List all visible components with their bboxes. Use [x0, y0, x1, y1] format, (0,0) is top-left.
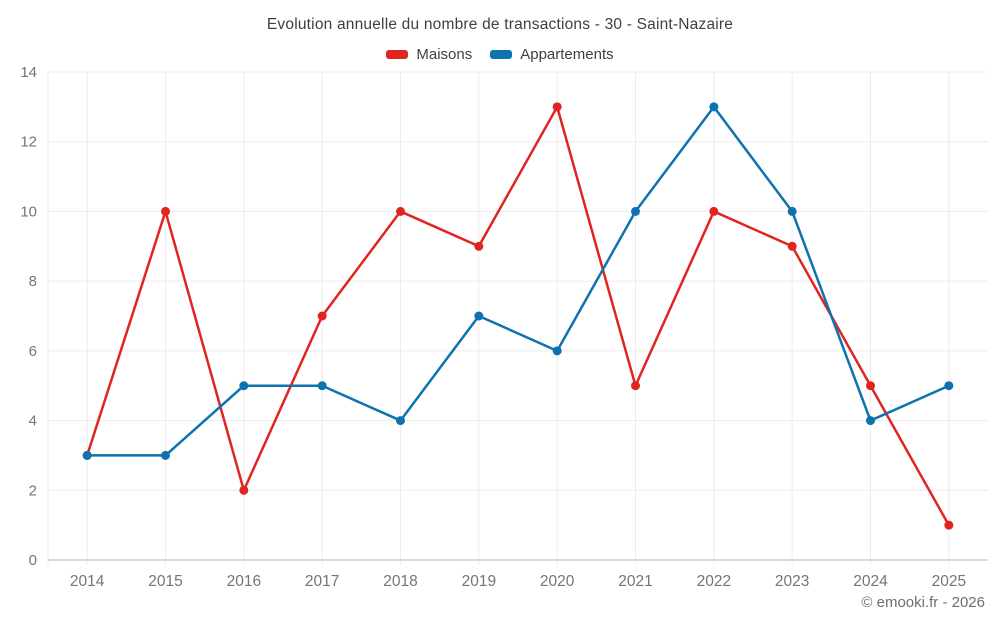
appartements-point-2015: [161, 450, 170, 460]
y-axis-tick-label: 0: [29, 552, 37, 569]
appartements-point-2018: [396, 416, 405, 426]
x-axis-tick-label: 2018: [383, 573, 417, 590]
y-axis-tick-label: 12: [20, 134, 37, 151]
appartements-line: [85, 105, 951, 457]
chart-legend: Maisons Appartements: [0, 46, 1000, 63]
x-axis-tick-label: 2015: [148, 573, 182, 590]
appartements-point-2023: [787, 206, 797, 216]
maisons-point-2022: [709, 206, 719, 216]
maisons-point-2017: [317, 311, 327, 321]
maisons-line: [85, 105, 951, 527]
appartements-swatch-icon: [490, 50, 513, 59]
x-axis-tick-label: 2014: [70, 573, 105, 590]
legend-label-appartements: Appartements: [520, 46, 614, 63]
y-axis-tick-label: 6: [29, 343, 37, 360]
appartements-point-2022: [709, 102, 719, 112]
appartements-point-2019: [474, 311, 484, 321]
maisons-point-2015: [161, 206, 170, 216]
x-axis-tick-label: 2023: [775, 573, 809, 590]
appartements-point-2017: [317, 381, 327, 391]
x-axis-tick-label: 2022: [697, 573, 731, 590]
x-axis-tick-label: 2020: [540, 573, 575, 590]
maisons-point-2016: [239, 485, 249, 495]
y-axis-tick-label: 2: [29, 482, 37, 499]
appartements-point-2024: [866, 416, 875, 426]
appartements-point-2016: [239, 381, 249, 391]
maisons-point-2021: [631, 381, 640, 391]
x-axis-tick-label: 2024: [853, 573, 888, 590]
chart-title: Evolution annuelle du nombre de transact…: [266, 16, 734, 33]
appartements-point-2020: [552, 346, 562, 356]
maisons-point-2024: [866, 381, 875, 391]
maisons-point-2019: [474, 241, 484, 251]
y-axis-tick-label: 8: [29, 273, 37, 290]
legend-label-maisons: Maisons: [416, 46, 473, 63]
maisons-point-2023: [787, 241, 797, 251]
x-axis-tick-label: 2025: [932, 573, 966, 590]
appartements-point-2014: [82, 450, 92, 460]
y-axis-tick-label: 10: [20, 203, 37, 220]
maisons-point-2020: [552, 102, 562, 112]
maisons-point-2018: [396, 206, 405, 216]
x-axis-tick-label: 2017: [305, 573, 339, 590]
appartements-point-2021: [631, 206, 640, 216]
copyright-text: © emooki.fr - 2026: [861, 594, 985, 611]
y-axis-tick-label: 4: [29, 413, 37, 430]
legend-item-maisons: Maisons: [386, 46, 472, 63]
maisons-point-2025: [944, 520, 954, 530]
x-axis-tick-label: 2016: [227, 573, 261, 590]
legend-item-appartements: Appartements: [490, 46, 614, 63]
appartements-point-2025: [944, 381, 954, 391]
y-axis-tick-label: 14: [20, 64, 37, 81]
x-axis-tick-label: 2019: [462, 573, 496, 590]
x-axis-tick-label: 2021: [618, 573, 652, 590]
maisons-swatch-icon: [386, 50, 409, 59]
